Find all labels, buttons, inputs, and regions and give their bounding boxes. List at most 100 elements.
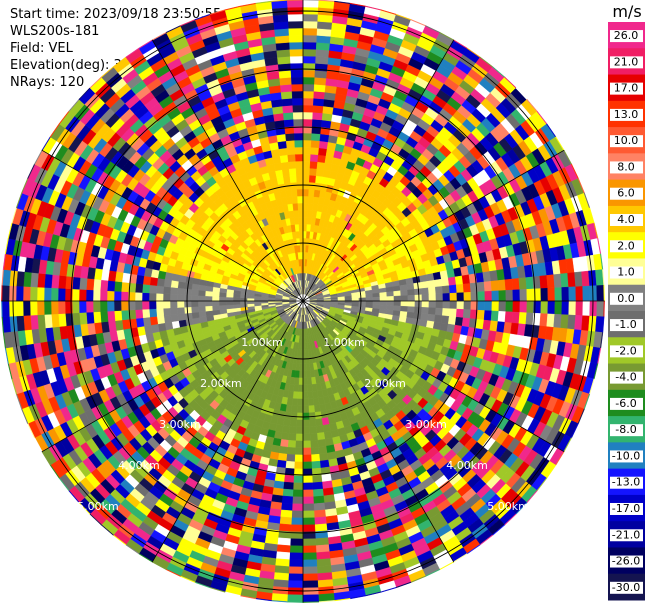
velocity-cell	[582, 300, 591, 317]
velocity-cell	[498, 300, 507, 312]
velocity-cell	[169, 286, 178, 295]
velocity-cell	[316, 432, 326, 441]
velocity-cell	[211, 305, 220, 311]
velocity-cell	[43, 300, 52, 315]
velocity-cell	[314, 516, 327, 525]
velocity-cell	[312, 112, 323, 121]
velocity-cell	[302, 426, 311, 435]
velocity-cell	[289, 545, 304, 554]
velocity-cell	[484, 300, 493, 312]
velocity-cell	[518, 312, 527, 325]
velocity-cell	[302, 447, 312, 456]
velocity-cell	[385, 286, 394, 293]
velocity-cell	[287, 440, 296, 449]
velocity-cell	[311, 474, 323, 483]
velocity-cell	[448, 308, 458, 318]
velocity-cell	[560, 272, 569, 288]
velocity-cell	[106, 300, 115, 312]
velocity-cell	[92, 300, 101, 313]
velocity-cell	[211, 296, 220, 302]
velocity-cell	[278, 445, 288, 455]
velocity-cell	[302, 83, 315, 92]
velocity-cell	[169, 293, 178, 302]
velocity-cell	[310, 453, 321, 462]
velocity-cell	[567, 272, 576, 288]
velocity-cell	[302, 524, 316, 533]
velocity-cell	[379, 300, 388, 306]
velocity-cell	[317, 579, 334, 588]
velocity-cell	[456, 300, 465, 310]
velocity-cell	[302, 461, 313, 470]
velocity-cell	[302, 573, 318, 582]
velocity-cell	[554, 287, 563, 302]
velocity-cell	[421, 307, 430, 315]
velocity-cell	[291, 405, 298, 414]
velocity-cell	[36, 286, 45, 302]
velocity-cell	[44, 313, 53, 329]
velocity-cell	[313, 495, 325, 504]
velocity-cell	[287, 601, 304, 603]
velocity-cell	[313, 502, 326, 511]
velocity-cell	[308, 188, 315, 197]
velocity-cell	[491, 300, 500, 312]
velocity-cell	[519, 289, 528, 302]
velocity-cell	[302, 440, 311, 449]
velocity-cell	[135, 283, 144, 293]
velocity-cell	[37, 272, 46, 288]
velocity-cell	[148, 284, 158, 294]
velocity-cell	[315, 49, 330, 58]
instrument-text: WLS200s-181	[10, 24, 100, 39]
velocity-cell	[307, 398, 315, 407]
velocity-cell	[526, 300, 535, 314]
velocity-cell	[296, 412, 304, 421]
velocity-cell	[539, 313, 548, 327]
velocity-cell	[142, 316, 152, 327]
velocity-cell	[190, 306, 199, 313]
velocity-cell	[16, 270, 25, 287]
velocity-cell	[519, 300, 528, 313]
velocity-cell	[310, 153, 319, 162]
velocity-cell	[414, 294, 423, 302]
velocity-cell	[315, 168, 325, 177]
velocity-cell	[288, 426, 297, 435]
velocity-cell	[291, 510, 304, 519]
velocity-cell	[309, 419, 317, 428]
velocity-cell	[302, 552, 317, 561]
velocity-cell	[29, 300, 38, 316]
velocity-cell	[30, 314, 39, 330]
velocity-cell	[574, 315, 583, 331]
velocity-cell	[283, 481, 294, 490]
velocity-cell	[553, 313, 562, 329]
velocity-cell	[427, 279, 436, 289]
velocity-cell	[447, 316, 457, 326]
velocity-cell	[428, 307, 437, 316]
velocity-cell	[280, 432, 290, 441]
velocity-cell	[283, 474, 295, 483]
velocity-cell	[553, 273, 562, 289]
velocity-cell	[306, 370, 312, 379]
velocity-cell	[72, 312, 81, 326]
velocity-cell	[211, 300, 220, 306]
velocity-cell	[302, 601, 319, 603]
velocity-cell	[317, 154, 327, 163]
velocity-cell	[490, 310, 499, 322]
velocity-cell	[442, 308, 451, 317]
velocity-cell	[204, 305, 213, 312]
velocity-cell	[176, 307, 185, 315]
velocity-cell	[93, 311, 102, 324]
velocity-cell	[289, 552, 304, 561]
velocity-cell	[1, 285, 3, 302]
velocity-cell	[170, 279, 179, 289]
velocity-cell	[313, 91, 326, 100]
velocity-cell	[183, 300, 192, 308]
velocity-cell	[505, 289, 514, 302]
velocity-cell	[72, 276, 81, 290]
velocity-cell	[311, 119, 323, 128]
velocity-cell	[197, 305, 206, 313]
velocity-cell	[441, 277, 450, 287]
velocity-cell	[297, 398, 304, 407]
velocity-cell	[483, 281, 492, 292]
velocity-cell	[288, 566, 304, 575]
velocity-cell	[295, 433, 304, 442]
